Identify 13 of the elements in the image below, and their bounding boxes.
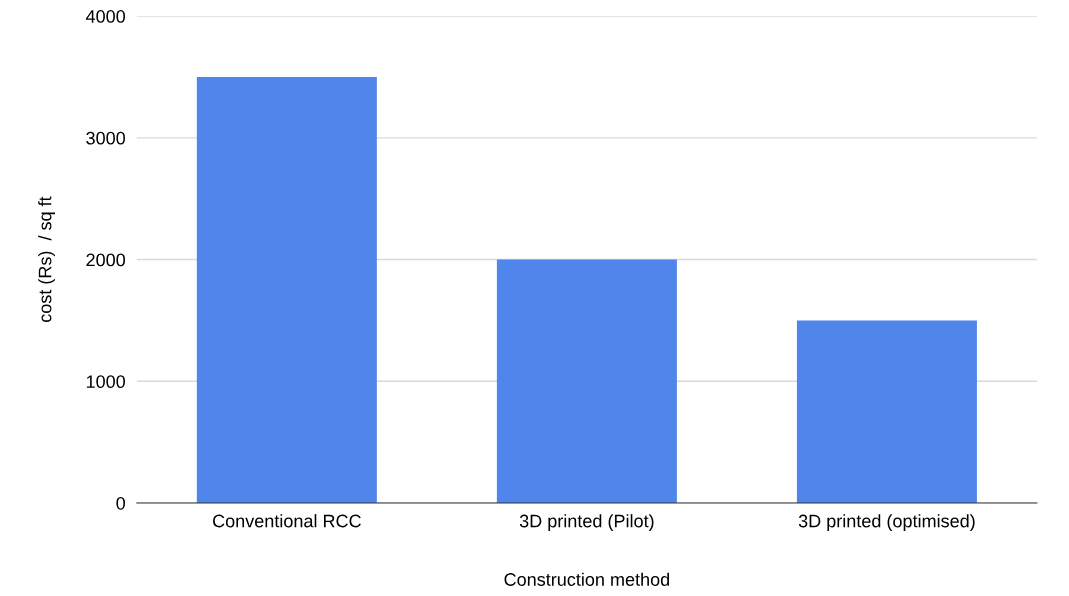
bar	[196, 76, 377, 504]
y-tick-label: 3000	[86, 131, 126, 145]
x-tick-label: Conventional RCC	[213, 514, 361, 528]
bar	[496, 259, 677, 504]
x-axis-title: Construction method	[504, 572, 670, 586]
y-axis-title: cost (Rs) / sq ft	[38, 196, 55, 322]
y-tick-label: 4000	[85, 10, 126, 23]
bar	[796, 320, 977, 504]
x-tick-label: 3D printed (Pilot)	[519, 514, 654, 531]
y-tick-label: 0	[116, 496, 126, 510]
x-tick-label: 3D printed (optimised)	[798, 514, 975, 531]
y-tick-label: 1000	[86, 375, 126, 389]
y-tick-label: 2000	[86, 253, 126, 267]
